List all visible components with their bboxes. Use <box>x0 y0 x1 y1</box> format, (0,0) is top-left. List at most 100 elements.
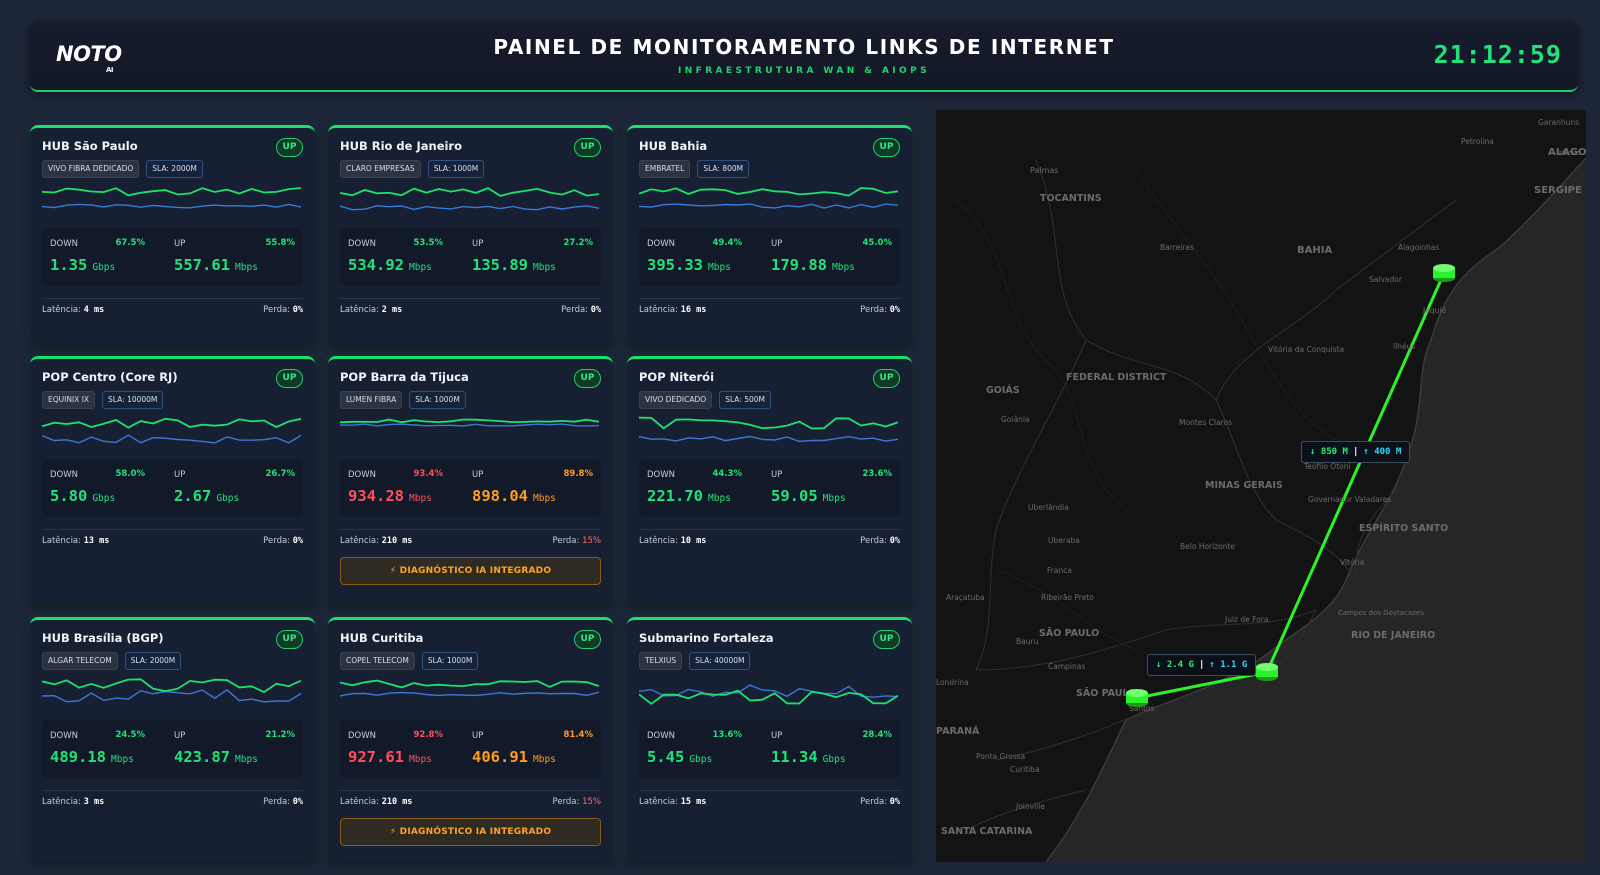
up-percent: 27.2% <box>563 238 594 248</box>
link-card[interactable]: Submarino Fortaleza UP TELXIUS SLA: 4000… <box>627 617 912 861</box>
down-number: 1.35 <box>50 256 88 274</box>
up-label: UP <box>472 470 484 480</box>
map-place-label: Franca <box>1047 566 1072 575</box>
up-percent: 21.2% <box>265 730 296 740</box>
sparkline-up <box>340 205 599 211</box>
loss-metric: Perda: 15% <box>553 536 601 546</box>
loss-label: Perda: <box>552 797 580 807</box>
loss-metric: Perda: 15% <box>553 797 601 807</box>
map-place-label: Governador Valadares <box>1308 495 1391 504</box>
up-value: 423.87 Mbps <box>174 748 258 766</box>
isp-tag: LUMEN FIBRA <box>340 391 403 409</box>
map-place-label: SERGIPE <box>1534 185 1582 196</box>
card-divider <box>340 790 601 791</box>
loss-metric: Perda: 0% <box>263 536 303 546</box>
link-card[interactable]: HUB Brasília (BGP) UP ALGAR TELECOM SLA:… <box>30 617 315 861</box>
map-place-label: Teófilo Otoni <box>1303 462 1351 471</box>
loss-metric: Perda: 0% <box>263 305 303 315</box>
router-node-rio[interactable] <box>1256 663 1278 681</box>
down-value: 927.61 Mbps <box>348 748 432 766</box>
card-tags: LUMEN FIBRA SLA: 1000M <box>340 391 466 409</box>
up-unit: Mbps <box>822 493 846 504</box>
rivers <box>955 169 1337 651</box>
map-place-label: Alagoinhas <box>1398 243 1439 252</box>
sparkline-down <box>340 679 599 689</box>
map-place-label: Araçatuba <box>946 593 985 602</box>
up-number: 179.88 <box>771 256 827 274</box>
ai-diagnostic-button[interactable]: ⚡ DIAGNÓSTICO IA INTEGRADO <box>340 557 601 585</box>
card-metrics: Latência: 2 ms Perda: 0% <box>340 305 601 315</box>
traffic-panel: DOWN 58.0% UP 26.7% 5.80 Gbps 2.67 Gbps <box>42 459 303 517</box>
card-divider <box>42 298 303 299</box>
link-card[interactable]: HUB Rio de Janeiro UP CLARO EMPRESAS SLA… <box>328 125 613 344</box>
card-title: HUB Bahia <box>639 139 708 153</box>
sparkline-up <box>340 691 599 697</box>
loss-value: 0% <box>889 536 900 546</box>
down-unit: Mbps <box>409 754 432 765</box>
sparkline-up <box>42 688 301 703</box>
link-traffic-label-salvador-rio[interactable]: ↓ 850 M | ↑ 400 M <box>1301 441 1411 463</box>
traffic-sparkline <box>42 678 301 703</box>
link-card[interactable]: POP Centro (Core RJ) UP EQUINIX IX SLA: … <box>30 356 315 604</box>
link-card[interactable]: HUB Bahia UP EMBRATEL SLA: 800M DOWN 49.… <box>627 125 912 344</box>
map-place-label: Londrina <box>936 678 969 687</box>
sparkline-down <box>340 418 599 424</box>
latency-value: 4 ms <box>83 305 105 315</box>
up-percent: 26.7% <box>265 469 296 479</box>
up-label: UP <box>472 731 484 741</box>
map-place-label: SANTA CATARINA <box>941 826 1033 837</box>
clock: 21:12:59 <box>1433 40 1562 69</box>
up-label: UP <box>472 239 484 249</box>
loss-value: 15% <box>582 536 601 546</box>
link-down-rate: ↓ 850 M <box>1310 447 1348 457</box>
sparkline-up <box>639 435 898 443</box>
loss-value: 0% <box>889 797 900 807</box>
link-card[interactable]: POP Barra da Tijuca UP LUMEN FIBRA SLA: … <box>328 356 613 604</box>
up-number: 557.61 <box>174 256 230 274</box>
link-separator: | <box>1352 447 1359 457</box>
traffic-panel: DOWN 49.4% UP 45.0% 395.33 Mbps 179.88 Mbp… <box>639 228 900 286</box>
card-metrics: Latência: 16 ms Perda: 0% <box>639 305 900 315</box>
card-tags: COPEL TELECOM SLA: 1000M <box>340 652 479 670</box>
map-place-label: Maceió <box>1559 150 1581 157</box>
place-labels: Garanhuns Petrolina ALAGOASMaceió Palmas TOC… <box>936 118 1586 837</box>
sla-tag: SLA: 2000M <box>124 652 182 670</box>
up-number: 135.89 <box>472 256 528 274</box>
up-value: 179.88 Mbps <box>771 256 855 274</box>
logo-text: NOTO <box>56 42 122 66</box>
down-label: DOWN <box>50 470 78 480</box>
up-label: UP <box>771 470 783 480</box>
latency-label: Latência: <box>639 305 679 315</box>
link-card[interactable]: HUB São Paulo UP VIVO FIBRA DEDICADO SLA… <box>30 125 315 344</box>
traffic-sparkline <box>340 187 599 211</box>
router-node-saopaulo[interactable] <box>1126 689 1148 707</box>
latency-metric: Latência: 2 ms <box>340 305 402 315</box>
latency-metric: Latência: 3 ms <box>42 797 104 807</box>
sparkline-down <box>42 678 301 694</box>
link-traffic-label-saopaulo-rio[interactable]: ↓ 2.4 G | ↑ 1.1 G <box>1147 654 1257 676</box>
card-title: HUB Brasília (BGP) <box>42 631 164 645</box>
ai-diagnostic-button[interactable]: ⚡ DIAGNÓSTICO IA INTEGRADO <box>340 818 601 846</box>
latency-metric: Latência: 16 ms <box>639 305 706 315</box>
loss-label: Perda: <box>860 797 888 807</box>
link-card[interactable]: HUB Curitiba UP COPEL TELECOM SLA: 1000M… <box>328 617 613 861</box>
map-place-label: ALAGOAS <box>1548 147 1586 158</box>
link-line-saopaulo-rio[interactable] <box>1136 670 1268 700</box>
down-label: DOWN <box>50 239 78 249</box>
sparkline-up <box>42 434 301 444</box>
up-percent: 28.4% <box>862 730 893 740</box>
card-title: Submarino Fortaleza <box>639 631 774 645</box>
up-value: 406.91 Mbps <box>472 748 556 766</box>
router-node-salvador[interactable] <box>1433 264 1455 282</box>
network-map[interactable]: Garanhuns Petrolina ALAGOASMaceió Palmas TOC… <box>936 110 1586 862</box>
loss-label: Perda: <box>263 797 291 807</box>
status-badge: UP <box>873 138 900 157</box>
card-divider <box>340 529 601 530</box>
traffic-sparkline <box>639 684 898 705</box>
latency-label: Latência: <box>340 305 380 315</box>
sparkline-down <box>639 187 898 197</box>
latency-value: 3 ms <box>83 797 105 807</box>
link-card[interactable]: POP Niterói UP VIVO DEDICADO SLA: 500M D… <box>627 356 912 604</box>
link-line-salvador-rio[interactable] <box>1265 272 1446 673</box>
up-percent: 55.8% <box>265 238 296 248</box>
